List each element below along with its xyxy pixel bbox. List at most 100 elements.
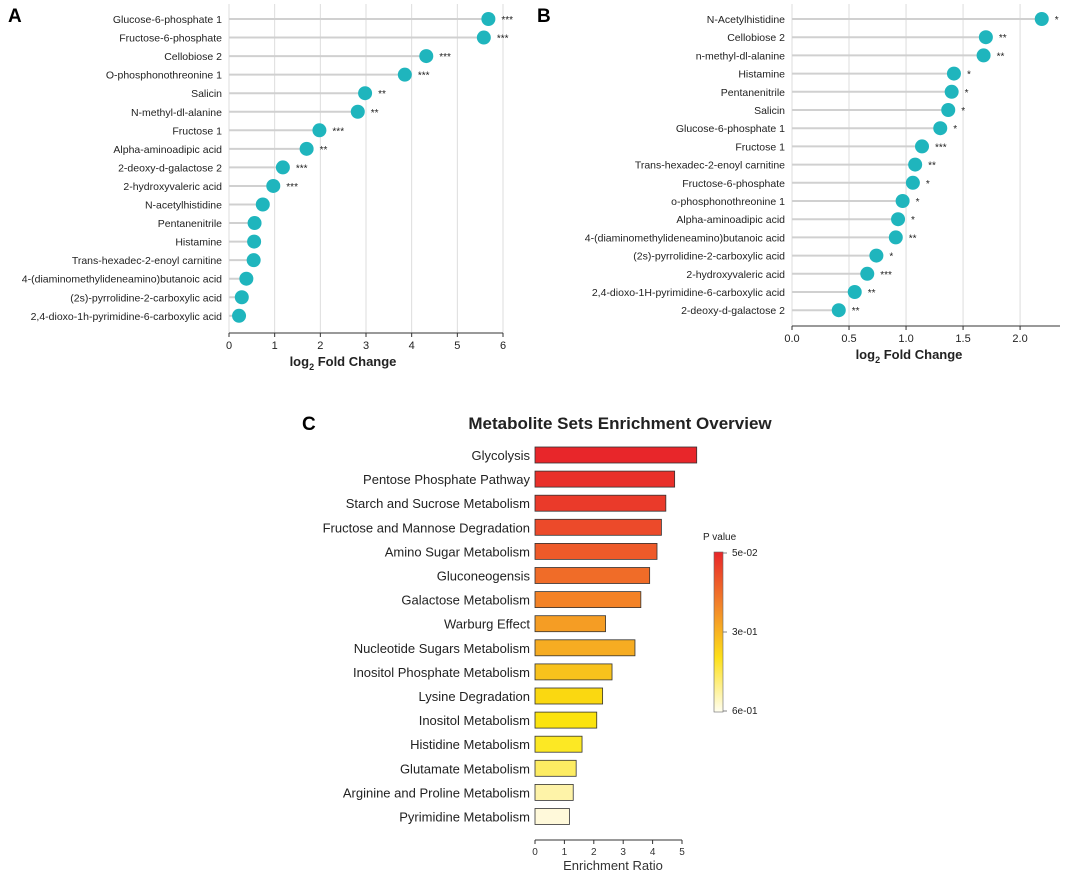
bar (534, 711, 598, 729)
legend-label: 6e-01 (732, 706, 758, 717)
category-label: N-acetylhistidine (145, 200, 222, 212)
category-label: 2,4-dioxo-1H-pyrimidine-6-carboxylic aci… (592, 287, 785, 299)
data-point (860, 266, 875, 281)
significance-marker: * (889, 252, 893, 263)
x-axis-label-main: log (290, 354, 310, 369)
significance-marker: *** (880, 270, 892, 281)
category-label: (2s)-pyrrolidine-2-carboxylic acid (70, 292, 222, 304)
data-point (247, 234, 262, 249)
data-point (476, 30, 491, 45)
data-point (946, 66, 961, 81)
category-label: Fructose-6-phosphate (119, 33, 222, 45)
category-label: Nucleotide Sugars Metabolism (354, 641, 530, 656)
x-tick-label: 1 (272, 340, 278, 352)
significance-marker: * (911, 215, 915, 226)
data-point (358, 86, 373, 101)
category-label: Salicin (191, 88, 222, 100)
bar (534, 735, 583, 753)
category-label: Fructose and Mannose Degradation (323, 520, 530, 535)
significance-marker: * (965, 88, 969, 99)
category-label: 2,4-dioxo-1h-pyrimidine-6-carboxylic aci… (31, 311, 223, 323)
significance-marker: * (967, 70, 971, 81)
category-label: Fructose 1 (172, 125, 222, 137)
category-label: Inositol Metabolism (419, 713, 530, 728)
x-tick-label: 1.5 (955, 333, 970, 345)
x-tick-label: 5 (454, 340, 460, 352)
category-label: Pentanenitrile (158, 218, 222, 230)
data-point (915, 139, 930, 154)
bar (534, 663, 613, 681)
panel-label-a: A (8, 6, 22, 27)
bar (534, 687, 604, 705)
data-point (397, 67, 412, 82)
significance-marker: ** (928, 161, 936, 172)
significance-marker: *** (296, 163, 308, 174)
x-tick-label: 0.5 (841, 333, 856, 345)
category-label: Cellobiose 2 (164, 51, 222, 63)
significance-marker: *** (286, 182, 298, 193)
bar (534, 615, 606, 633)
x-tick-label: 0 (226, 340, 232, 352)
bar (534, 518, 662, 536)
category-label: 2-deoxy-d-galactose 2 (681, 305, 785, 317)
bar (534, 784, 574, 801)
bar (534, 446, 698, 464)
category-label: Warburg Effect (444, 617, 530, 632)
category-label: Pentose Phosphate Pathway (363, 472, 530, 487)
significance-marker: * (926, 179, 930, 190)
category-label: Galactose Metabolism (401, 593, 530, 608)
x-tick-label: 4 (650, 847, 656, 858)
data-point (1034, 12, 1049, 26)
x-tick-label: 2 (591, 847, 597, 858)
x-axis-label: Enrichment Ratio (563, 858, 663, 873)
category-label: 4-(diaminomethylideneamino)butanoic acid (22, 274, 222, 286)
x-axis-label-main: log (856, 347, 876, 362)
category-label: Glucose-6-phosphate 1 (676, 123, 785, 135)
x-axis-label: log2 Fold Change (856, 347, 963, 365)
data-point (978, 30, 993, 45)
x-tick-label: 3 (620, 847, 626, 858)
category-label: Trans-hexadec-2-enoyl carnitine (72, 255, 222, 267)
significance-marker: * (961, 106, 965, 117)
panel-label-c: C (302, 414, 316, 435)
significance-marker: *** (332, 126, 344, 137)
legend-colorbar (713, 551, 724, 713)
significance-marker: * (953, 124, 957, 135)
data-point (933, 121, 948, 136)
category-label: Arginine and Proline Metabolism (343, 785, 530, 800)
data-point (299, 141, 314, 156)
x-tick-label: 0 (532, 847, 538, 858)
category-label: Glycolysis (471, 448, 530, 463)
data-point (941, 103, 956, 117)
chart-title: Metabolite Sets Enrichment Overview (468, 414, 772, 433)
category-label: o-phosphonothreonine 1 (671, 196, 785, 208)
data-point (350, 104, 365, 119)
legend-label: 3e-01 (732, 627, 758, 638)
chart-c: Metabolite Sets Enrichment Overview Glyco… (323, 414, 773, 873)
significance-marker: *** (497, 34, 509, 45)
significance-marker: ** (378, 89, 386, 100)
data-point (481, 12, 496, 26)
category-label: Glucose-6-phosphate 1 (113, 14, 222, 26)
category-label: 2-hydroxyvaleric acid (123, 181, 222, 193)
data-point (869, 248, 884, 263)
x-axis-label-sub: 2 (875, 355, 880, 365)
x-tick-label: 4 (409, 340, 415, 352)
category-label: n-methyl-dl-alanine (696, 50, 785, 62)
significance-marker: ** (999, 33, 1007, 44)
significance-marker: *** (439, 52, 451, 63)
data-point (266, 178, 281, 193)
bar (534, 639, 636, 657)
bar (534, 470, 676, 488)
category-label: Starch and Sucrose Metabolism (346, 496, 530, 511)
significance-marker: ** (909, 233, 917, 244)
category-label: Histamine (738, 69, 785, 81)
significance-marker: ** (868, 288, 876, 299)
significance-marker: ** (320, 145, 328, 156)
category-label: N-methyl-dl-alanine (131, 107, 222, 119)
category-label: (2s)-pyrrolidine-2-carboxylic acid (633, 251, 785, 263)
x-axis-label-tail: Fold Change (880, 347, 962, 362)
chart-b: 0.0 0.5 1.0 1.5 2.0 log2 Fold Change N-Acetylh… (585, 4, 1060, 365)
x-axis-label: log2 Fold Change (290, 354, 397, 372)
x-tick-label: 1 (562, 847, 568, 858)
